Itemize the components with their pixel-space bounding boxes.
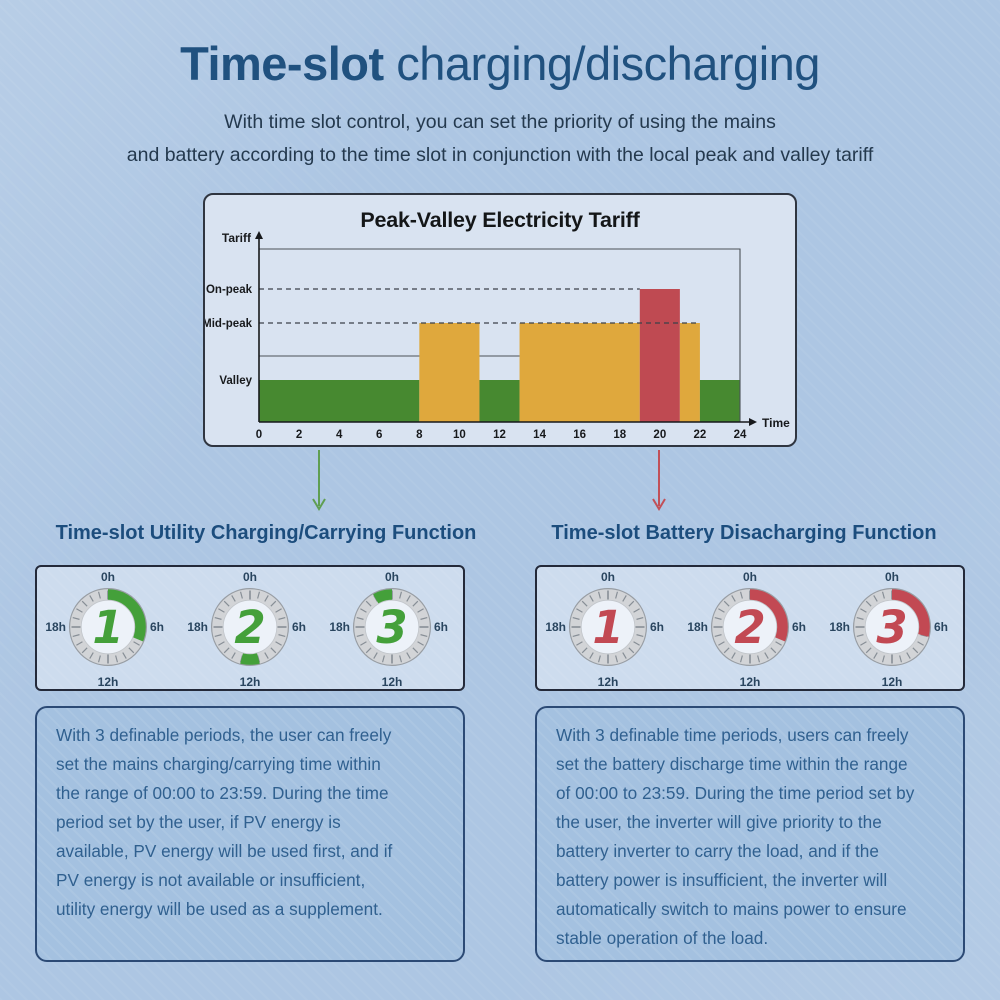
down-arrow-green-icon	[312, 450, 326, 511]
clock-label-6h: 6h	[150, 620, 164, 634]
clock-panel-utility: 1 0h 12h 18h 6h 2 0h 12h 18h 6h 3 0h 12h 18h 6h	[35, 565, 465, 691]
x-tick-label: 24	[734, 429, 747, 441]
page-title-bold: Time-slot	[180, 37, 384, 90]
clock-label-12h: 12h	[98, 675, 119, 689]
clock-label-6h: 6h	[434, 620, 448, 634]
x-tick-label: 0	[256, 429, 262, 441]
clock-label-6h: 6h	[292, 620, 306, 634]
clock-period-arc	[891, 588, 931, 637]
clock-label-12h: 12h	[740, 675, 761, 689]
clock-label-6h: 6h	[934, 620, 948, 634]
page-title: Time-slot charging/discharging	[0, 36, 1000, 91]
clock-label-0h: 0h	[743, 570, 757, 584]
level-label: Mid-peak	[205, 318, 253, 330]
x-tick-label: 4	[336, 429, 343, 441]
tariff-bar-green	[259, 380, 420, 422]
page-title-rest: charging/discharging	[383, 37, 820, 90]
clock-label-18h: 18h	[687, 620, 708, 634]
x-tick-label: 20	[653, 429, 666, 441]
page-subtitle: With time slot control, you can set the …	[0, 106, 1000, 171]
paragraph-utility: With 3 definable periods, the user can f…	[56, 725, 393, 919]
y-axis-arrow	[255, 231, 263, 239]
x-tick-label: 16	[573, 429, 586, 441]
tariff-bar-yellow	[679, 323, 700, 422]
x-tick-label: 22	[694, 429, 707, 441]
x-tick-label: 12	[493, 429, 506, 441]
clock-period-arc	[372, 588, 393, 604]
tariff-bar-red	[639, 289, 680, 422]
clock-label-12h: 12h	[882, 675, 903, 689]
clock-label-0h: 0h	[101, 570, 115, 584]
clock-label-6h: 6h	[650, 620, 664, 634]
clock-number: 2	[734, 601, 765, 654]
subtitle-line-2: and battery according to the time slot i…	[126, 143, 874, 166]
clock-label-18h: 18h	[829, 620, 850, 634]
clock-period-arc	[107, 588, 147, 642]
clock-number: 3	[876, 601, 907, 654]
section-header-battery-discharging: Time-slot Battery Disacharging Function	[551, 522, 937, 544]
clock-battery-2: 2 0h 12h 18h 6h	[687, 570, 806, 689]
clock-utility-3: 3 0h 12h 18h 6h	[329, 570, 448, 689]
clock-period-arc	[749, 588, 789, 642]
clock-label-12h: 12h	[240, 675, 261, 689]
tariff-bar-yellow	[519, 323, 640, 422]
level-label: On-peak	[206, 284, 253, 296]
clock-panel-battery: 1 0h 12h 18h 6h 2 0h 12h 18h 6h 3 0h 12h 18h 6h	[535, 565, 965, 691]
chart-title: Peak-Valley Electricity Tariff	[360, 208, 640, 232]
down-arrow-red-icon	[652, 450, 666, 511]
tariff-bar-green	[699, 380, 740, 422]
clock-label-0h: 0h	[385, 570, 399, 584]
clock-label-12h: 12h	[598, 675, 619, 689]
x-tick-label: 10	[453, 429, 466, 441]
clock-number: 2	[234, 601, 265, 654]
y-axis-label: Tariff	[222, 231, 252, 245]
clock-label-18h: 18h	[329, 620, 350, 634]
clock-number: 3	[376, 601, 407, 654]
x-tick-label: 6	[376, 429, 382, 441]
x-tick-label: 18	[613, 429, 626, 441]
clock-utility-1: 1 0h 12h 18h 6h	[45, 570, 164, 689]
tariff-bar-green	[479, 380, 520, 422]
clock-number: 1	[592, 601, 623, 654]
clock-period-arc	[240, 652, 260, 666]
x-axis-label: Time	[762, 416, 790, 430]
clock-label-18h: 18h	[187, 620, 208, 634]
level-label: Valley	[219, 375, 252, 387]
clock-label-6h: 6h	[792, 620, 806, 634]
plot-box	[259, 248, 741, 422]
x-tick-label: 2	[296, 429, 302, 441]
clock-label-0h: 0h	[885, 570, 899, 584]
clock-label-0h: 0h	[243, 570, 257, 584]
clock-battery-3: 3 0h 12h 18h 6h	[829, 570, 948, 689]
tariff-chart-panel: Peak-Valley Electricity Tariff Tariff Tim…	[203, 193, 797, 447]
clock-label-18h: 18h	[45, 620, 66, 634]
paragraph-box-battery: With 3 definable time periods, users can…	[535, 706, 965, 962]
x-axis-arrow	[749, 418, 757, 426]
clock-number: 1	[92, 601, 123, 654]
clock-label-18h: 18h	[545, 620, 566, 634]
x-tick-label: 8	[416, 429, 423, 441]
tariff-bar-yellow	[419, 323, 480, 422]
section-header-utility-charging: Time-slot Utility Charging/Carrying Func…	[55, 522, 477, 544]
clock-utility-2: 2 0h 12h 18h 6h	[187, 570, 306, 689]
x-tick-label: 14	[533, 429, 546, 441]
clock-label-0h: 0h	[601, 570, 615, 584]
subtitle-line-1: With time slot control, you can set the …	[224, 111, 776, 133]
paragraph-box-utility: With 3 definable periods, the user can f…	[35, 706, 465, 962]
clock-battery-1: 1 0h 12h 18h 6h	[545, 570, 664, 689]
paragraph-battery: With 3 definable time periods, users can…	[556, 725, 915, 948]
clock-label-12h: 12h	[382, 675, 403, 689]
